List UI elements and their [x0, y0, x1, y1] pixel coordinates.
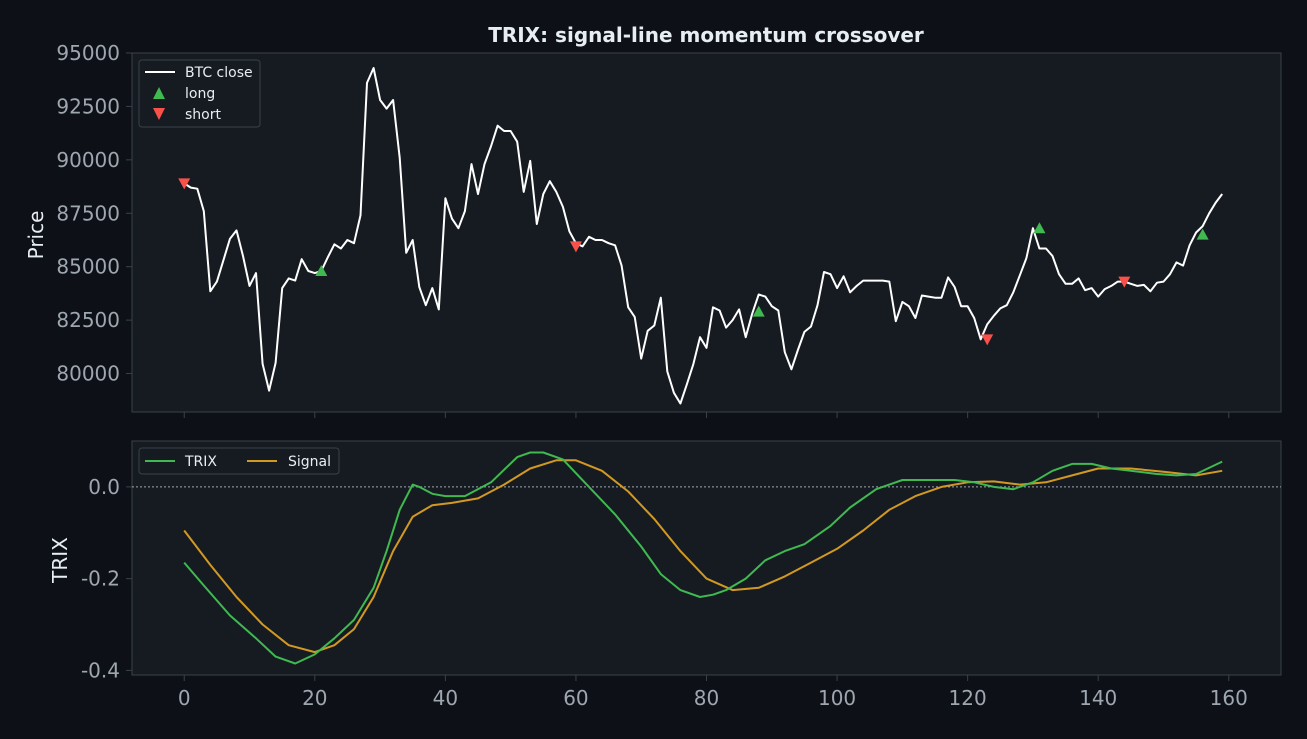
short-marker: [569, 241, 582, 253]
chart-title: TRIX: signal-line momentum crossover: [488, 23, 924, 47]
legend-signal-label: Signal: [288, 454, 331, 470]
price-y-tick-label: 82500: [56, 308, 120, 332]
trix-y-tick-label: -0.4: [81, 658, 120, 682]
legend-short-swatch: [153, 108, 165, 120]
x-tick-label: 100: [818, 686, 856, 710]
signal-line: [183, 459, 1223, 654]
trix-y-label: TRIX: [48, 537, 72, 584]
trix-panel: -0.4 -0.2 0.0 0 20 40 60 80 100 120 140 160 TRIX T…: [48, 440, 1282, 710]
legend-btc-close-label: BTC close: [185, 65, 253, 81]
x-tick-label: 20: [302, 686, 327, 710]
trix-plot-area: [131, 440, 1282, 676]
x-tick-label: 120: [949, 686, 987, 710]
price-y-label: Price: [24, 211, 48, 260]
short-marker: [178, 178, 191, 190]
short-marker: [1118, 276, 1131, 288]
long-marker: [752, 305, 765, 317]
trix-x-axis: 0 20 40 60 80 100 120 140 160: [178, 675, 1248, 710]
trix-y-tick-label: -0.2: [81, 567, 120, 591]
legend-trix-label: TRIX: [184, 454, 217, 470]
price-y-tick-label: 92500: [56, 94, 120, 118]
short-marker: [981, 334, 994, 346]
price-y-tick-label: 80000: [56, 362, 120, 386]
price-legend-box: [138, 59, 261, 128]
x-tick-label: 160: [1210, 686, 1248, 710]
price-x-axis: [183, 412, 1230, 418]
x-tick-label: 80: [694, 686, 719, 710]
price-legend: BTC close long short: [138, 59, 261, 128]
trix-legend-box: [138, 447, 340, 475]
x-tick-label: 140: [1079, 686, 1117, 710]
long-marker: [1033, 222, 1046, 234]
price-y-tick-label: 95000: [56, 41, 120, 65]
legend-short-label: short: [185, 107, 221, 123]
price-y-tick-label: 85000: [56, 255, 120, 279]
signal-markers: [178, 178, 1209, 346]
trix-y-tick-label: 0.0: [88, 475, 120, 499]
price-y-tick-label: 87500: [56, 201, 120, 225]
x-tick-label: 60: [563, 686, 588, 710]
x-tick-label: 40: [433, 686, 458, 710]
long-marker: [315, 264, 328, 276]
price-y-tick-label: 90000: [56, 148, 120, 172]
long-marker: [1196, 228, 1209, 240]
btc-close-line: [183, 67, 1223, 405]
price-y-axis: 80000 82500 85000 87500 90000 92500 95000: [56, 41, 132, 386]
legend-long-swatch: [153, 87, 165, 99]
legend-long-label: long: [185, 86, 215, 102]
trix-line: [183, 451, 1223, 665]
price-panel: 80000 82500 85000 87500 90000 92500 95000 Pric…: [24, 41, 1282, 418]
trix-y-axis: -0.4 -0.2 0.0: [81, 475, 132, 682]
price-plot-area: [131, 52, 1282, 413]
x-tick-label: 0: [178, 686, 191, 710]
trix-legend: TRIX Signal: [138, 447, 340, 475]
